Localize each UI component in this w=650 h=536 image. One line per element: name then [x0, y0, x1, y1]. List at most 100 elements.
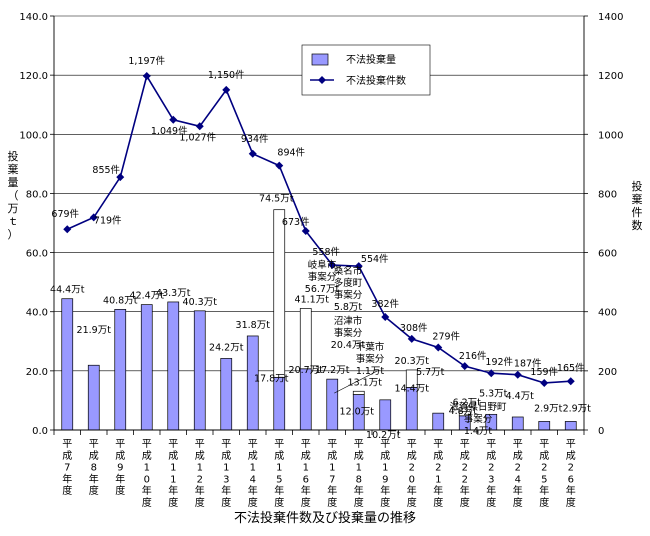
x-tick-label: 平成 1 5 年度	[274, 439, 284, 509]
line-point	[513, 370, 522, 379]
bar	[167, 301, 180, 431]
bar	[140, 304, 153, 431]
axes: 0.0 20.0 40.0 60.0 80.0 100.0 120.0 140.0 0 200 40…	[19, 12, 623, 509]
bar	[61, 298, 74, 431]
line-point	[407, 334, 416, 343]
line-label: 382件	[371, 298, 399, 310]
right-tick-label: 1200	[598, 71, 623, 82]
line-point	[248, 149, 257, 158]
line-label: 673件	[282, 216, 310, 228]
x-tick-label: 平成 2 6 年度	[566, 439, 576, 509]
line-label: 1,197件	[128, 55, 165, 67]
line-label: 679件	[51, 208, 79, 220]
bar-large-case	[352, 390, 365, 395]
bar-large-case	[458, 411, 471, 417]
line-point	[381, 313, 390, 322]
annotation: 千葉市事案分 1.1万t	[356, 341, 385, 377]
x-tick-label: 平成 7 年度	[62, 439, 72, 497]
line-point	[460, 362, 469, 371]
left-tick-label: 60.0	[26, 249, 48, 260]
bar-label: 74.5万t	[259, 194, 294, 205]
line-point	[301, 226, 310, 235]
line-label: 554件	[361, 253, 389, 265]
line-point	[195, 122, 204, 131]
bar-base-label: 12.0万t	[340, 407, 375, 418]
x-tick-label: 平成 1 6 年度	[301, 439, 311, 509]
left-tick-label: 20.0	[26, 367, 48, 378]
right-tick-label: 400	[598, 308, 617, 319]
bar	[511, 416, 524, 431]
line-point	[540, 378, 549, 387]
line-point	[275, 161, 284, 170]
left-tick-label: 40.0	[26, 308, 48, 319]
x-tick-label: 平成 1 7 年度	[327, 439, 337, 509]
bar-label: 41.1万t	[295, 294, 330, 305]
line-label: 308件	[400, 322, 428, 334]
line-label: 165件	[557, 362, 585, 374]
bar-base-label: 20.7万t	[289, 365, 324, 376]
chart-title: 不法投棄件数及び投棄量の推移	[234, 510, 416, 526]
line-label: 894件	[277, 147, 305, 159]
bar-label: 4.4万t	[506, 391, 535, 402]
legend: 不法投棄量 不法投棄件数	[301, 44, 431, 96]
x-tick-label: 平成 2 0 年度	[407, 439, 417, 509]
bar	[193, 310, 206, 431]
x-tick-label: 平成 1 8 年度	[354, 439, 364, 509]
bar-base-label: 4.8万t	[449, 406, 478, 417]
annotation: 滋賀県日野町事案分 1.4万t	[449, 401, 507, 437]
bar-label: 2.9万t	[563, 403, 592, 414]
bar-base-label: 17.8万t	[254, 373, 289, 384]
bar	[87, 364, 100, 431]
bar-label: 44.4万t	[50, 285, 85, 296]
bar-large-case	[273, 209, 286, 378]
x-tick-label: 平成 2 4 年度	[513, 439, 523, 509]
line-label: 159件	[530, 366, 558, 378]
bar-large-case	[299, 308, 312, 370]
legend-frame	[301, 44, 431, 96]
annotation: 沼津市事案分 20.4万t	[331, 315, 366, 351]
bar-label: 5.7万t	[416, 367, 445, 378]
line-label: 279件	[432, 330, 460, 342]
left-tick-label: 80.0	[26, 189, 48, 200]
left-tick-label: 140.0	[19, 12, 48, 23]
right-tick-label: 600	[598, 249, 617, 260]
line-point	[354, 262, 363, 271]
x-tick-label: 平成 1 0 年度	[142, 439, 152, 509]
annotation: 岐阜市事案分 56.7万t	[305, 259, 340, 295]
x-tick-label: 平成 1 1 年度	[168, 439, 178, 509]
line-point	[566, 377, 575, 386]
left-tick-label: 0.0	[32, 426, 48, 437]
bar-label: 40.8万t	[103, 295, 138, 306]
bar	[220, 358, 233, 431]
bar	[564, 421, 577, 431]
right-tick-label: 800	[598, 189, 617, 200]
bar-label: 13.1万t	[348, 377, 383, 388]
line-point	[487, 369, 496, 378]
line-label: 1,049件	[151, 125, 188, 137]
line-label: 216件	[459, 350, 487, 362]
line-label: 192件	[485, 356, 513, 368]
line-series	[63, 72, 575, 387]
line-point	[63, 225, 72, 234]
bar-label: 10.2万t	[366, 430, 401, 441]
bar	[114, 308, 127, 431]
bar-label: 43.3万t	[156, 288, 191, 299]
bar	[273, 377, 286, 431]
line-point	[434, 343, 443, 352]
x-tick-label: 平成 1 2 年度	[195, 439, 205, 509]
bar-label: 20.3万t	[395, 356, 430, 367]
line-label: 558件	[312, 246, 340, 258]
line-point	[142, 72, 151, 81]
line-label: 719件	[94, 214, 122, 226]
right-tick-label: 1400	[598, 12, 623, 23]
right-tick-label: 0	[598, 426, 604, 437]
bar	[326, 378, 339, 431]
x-tick-label: 平成 1 3 年度	[221, 439, 231, 509]
line-point	[222, 85, 231, 94]
left-tick-label: 120.0	[19, 71, 48, 82]
line-point	[328, 260, 337, 269]
x-tick-label: 平成 2 3 年度	[486, 439, 496, 509]
right-tick-label: 1000	[598, 130, 623, 141]
bar	[299, 368, 312, 431]
bar-label: 31.8万t	[236, 320, 271, 331]
